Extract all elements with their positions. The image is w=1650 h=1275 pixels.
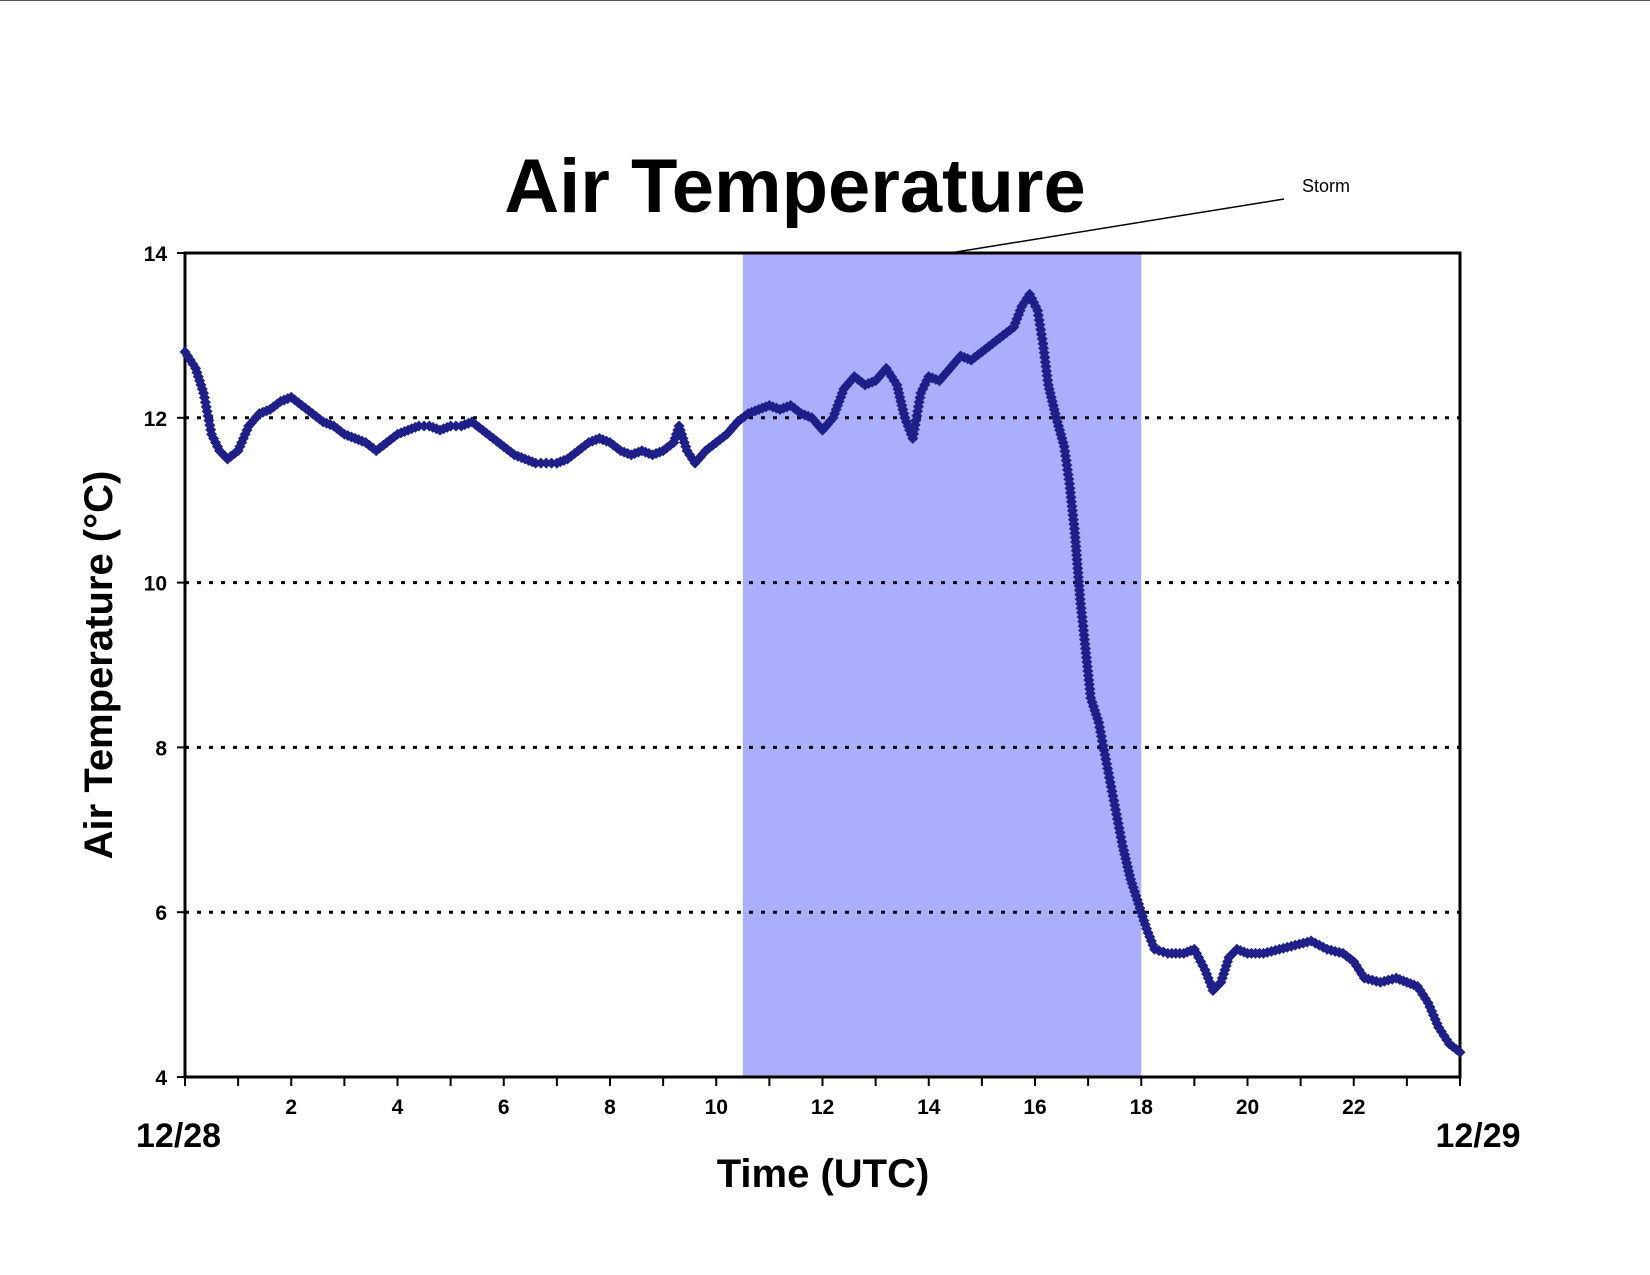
y-tick-label: 12 bbox=[144, 408, 167, 431]
storm-annotation-label: Storm bbox=[1302, 176, 1350, 196]
y-tick-label: 8 bbox=[155, 737, 167, 760]
end-date-label: 12/29 bbox=[1435, 1117, 1520, 1155]
data-point bbox=[501, 443, 513, 455]
x-tick-label: 20 bbox=[1236, 1096, 1259, 1119]
x-tick-label: 4 bbox=[392, 1096, 404, 1119]
y-tick-label: 14 bbox=[144, 243, 168, 266]
temperature-series bbox=[179, 288, 1466, 1058]
x-tick-label: 18 bbox=[1130, 1096, 1154, 1119]
x-tick-label: 16 bbox=[1023, 1096, 1046, 1119]
x-tick-label: 14 bbox=[917, 1096, 941, 1119]
y-tick-label: 10 bbox=[144, 573, 167, 596]
x-tick-label: 22 bbox=[1342, 1096, 1365, 1119]
storm-shading bbox=[742, 253, 1142, 1077]
data-point bbox=[1454, 1046, 1466, 1058]
y-tick-label: 6 bbox=[155, 902, 167, 925]
x-axis-title: Time (UTC) bbox=[717, 1152, 930, 1196]
y-axis: 4 6 8 10 12 14 bbox=[144, 243, 185, 1090]
x-tick-label: 6 bbox=[498, 1096, 510, 1119]
top-rule bbox=[0, 0, 1650, 1]
y-axis-title: Air Temperature (°C) bbox=[77, 471, 121, 860]
chart-title: Air Temperature bbox=[504, 144, 1085, 229]
x-tick-label: 10 bbox=[705, 1096, 728, 1119]
y-tick-label: 4 bbox=[155, 1067, 167, 1090]
x-tick-label: 12 bbox=[811, 1096, 834, 1119]
x-tick-label: 8 bbox=[604, 1096, 616, 1119]
gridlines bbox=[185, 416, 1460, 914]
x-axis: 2 4 6 8 10 12 14 16 18 20 22 bbox=[184, 1077, 1461, 1119]
x-tick-label: 2 bbox=[285, 1096, 297, 1119]
start-date-label: 12/28 bbox=[136, 1117, 221, 1155]
storm-annotation-leader bbox=[949, 198, 1285, 254]
